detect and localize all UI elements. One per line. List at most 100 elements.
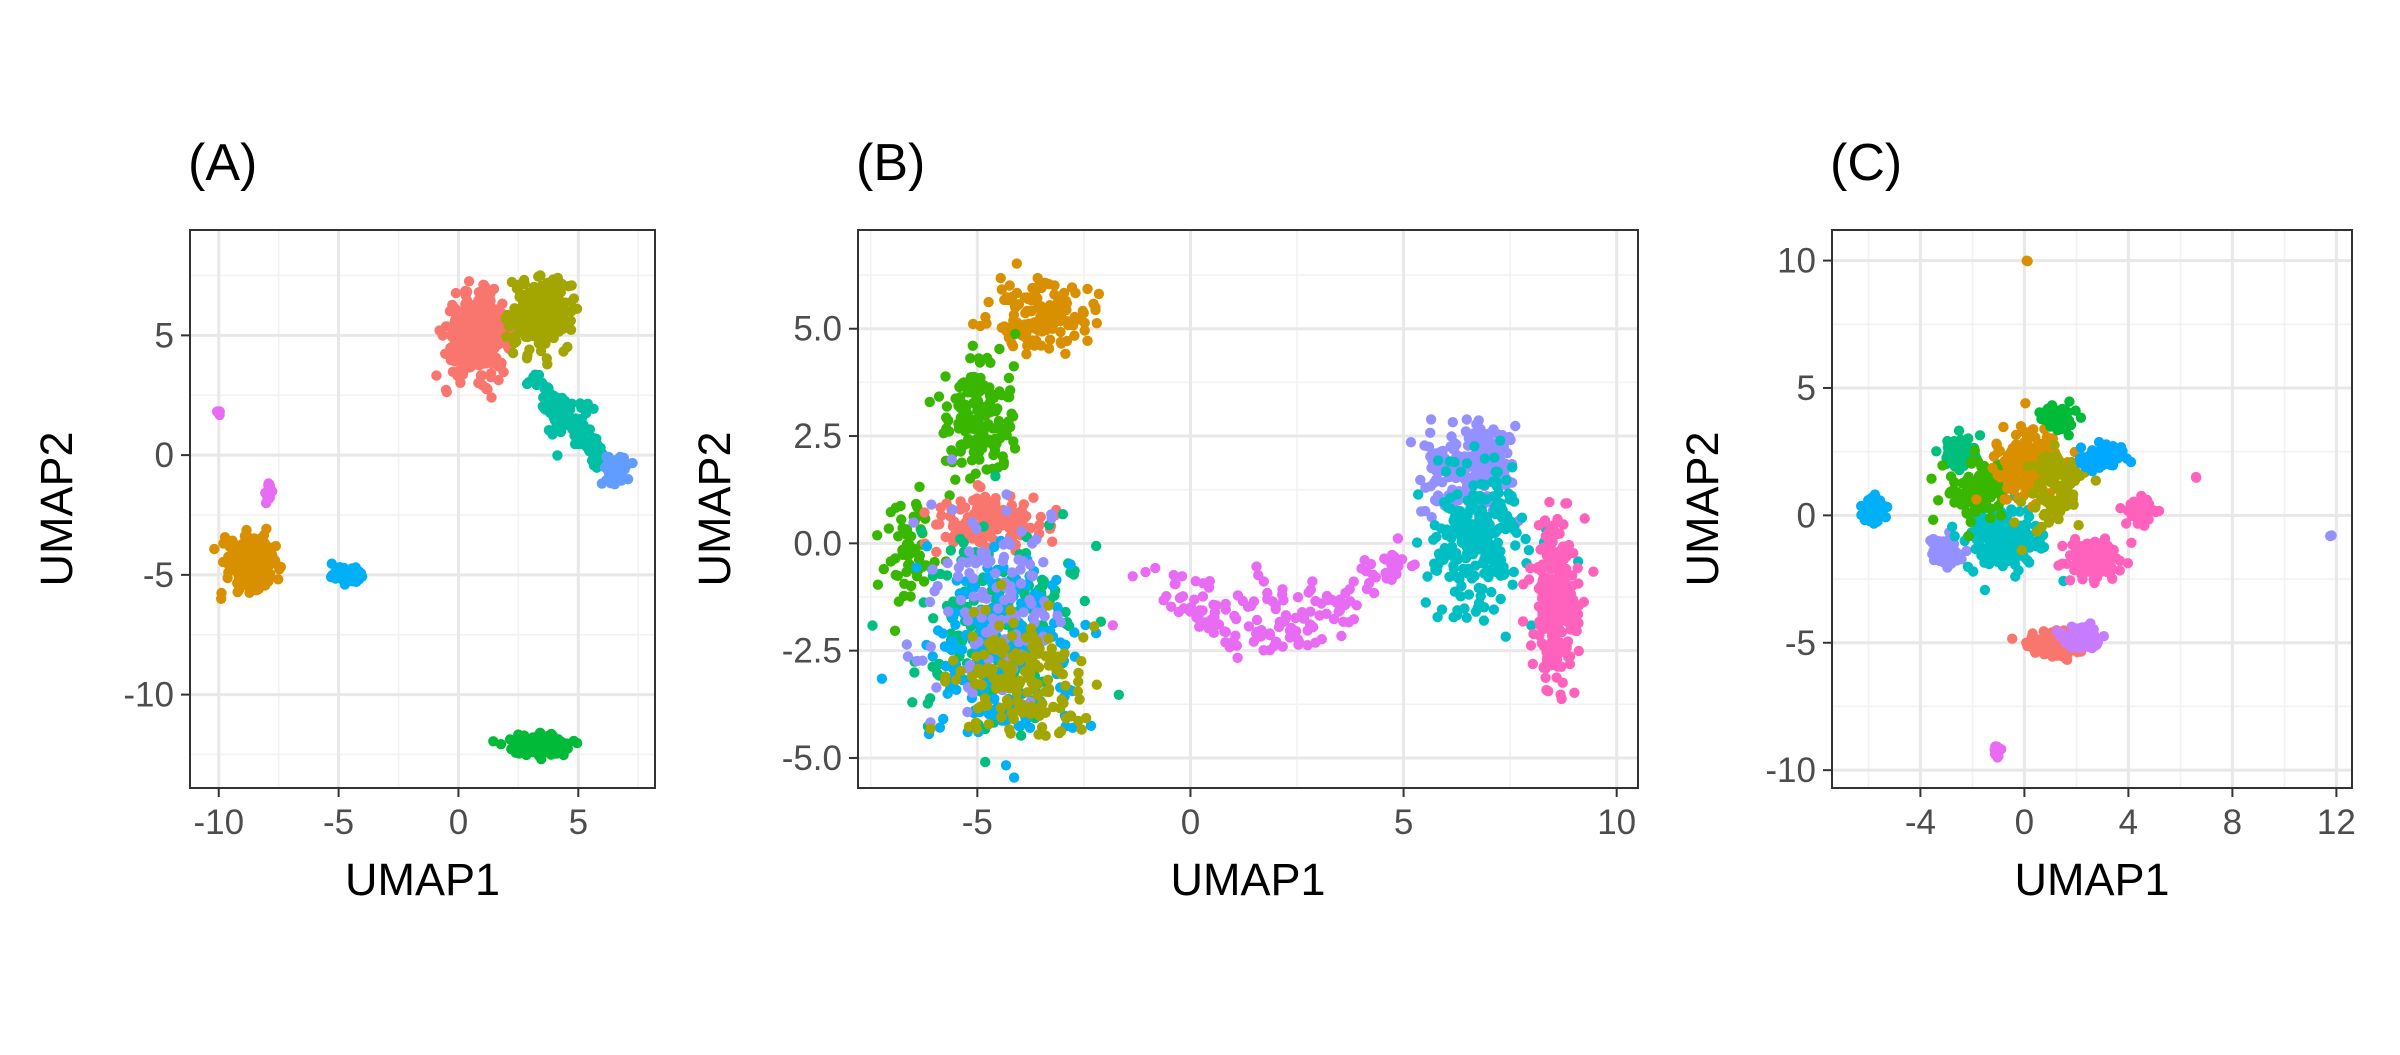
data-point	[1057, 509, 1069, 520]
x-axis: -5 0 5 10	[962, 788, 1636, 842]
data-point	[991, 683, 1002, 694]
data-point	[924, 396, 935, 408]
data-point	[1074, 694, 1085, 705]
data-point	[1964, 479, 1975, 490]
data-point	[962, 706, 973, 718]
cluster-8	[925, 579, 1103, 741]
data-point	[2007, 527, 2018, 538]
data-point	[534, 313, 545, 324]
data-point	[2088, 624, 2099, 635]
data-point	[531, 374, 543, 385]
data-point	[522, 350, 533, 361]
data-point	[2053, 560, 2064, 571]
data-point	[1113, 689, 1125, 700]
x-tick-label: 5	[1394, 803, 1413, 842]
data-point	[1546, 640, 1558, 651]
data-point	[1251, 561, 1262, 572]
data-point	[1573, 578, 1584, 589]
data-point	[1423, 441, 1435, 452]
data-point	[540, 295, 552, 307]
data-point	[2015, 421, 2027, 432]
data-point	[474, 327, 486, 339]
data-point	[1477, 507, 1488, 518]
data-point	[571, 303, 583, 314]
data-point	[1010, 328, 1021, 340]
data-point	[948, 516, 960, 527]
data-point	[524, 308, 536, 320]
data-point	[960, 403, 971, 414]
data-point	[218, 538, 229, 549]
data-point	[1000, 760, 1012, 771]
cluster-4	[596, 451, 638, 490]
data-point	[1949, 531, 1960, 542]
data-point	[1046, 513, 1057, 524]
data-point	[989, 693, 1000, 705]
data-point	[1058, 287, 1070, 299]
data-point	[1060, 680, 1071, 691]
data-point	[1523, 545, 1535, 556]
data-point	[1478, 615, 1490, 626]
data-point	[938, 713, 949, 725]
data-point	[1406, 560, 1418, 572]
data-point	[967, 340, 978, 351]
data-point	[1008, 309, 1020, 321]
data-point	[1463, 589, 1475, 600]
data-point	[1968, 566, 1979, 577]
data-point	[1517, 616, 1529, 627]
data-point	[965, 353, 976, 364]
cluster-17	[2190, 471, 2202, 483]
cluster-11	[2053, 533, 2137, 589]
data-point	[1243, 621, 1255, 632]
data-point	[1933, 495, 1944, 506]
data-point	[1001, 661, 1012, 672]
data-point	[878, 563, 889, 575]
data-point	[990, 493, 1001, 504]
data-point	[569, 438, 581, 450]
data-point	[1051, 574, 1062, 586]
data-point	[2058, 462, 2070, 474]
data-point	[981, 593, 992, 604]
data-point	[1507, 579, 1518, 590]
data-point	[521, 378, 533, 390]
data-point	[1033, 280, 1044, 292]
data-point	[1452, 505, 1464, 516]
data-point	[2021, 453, 2032, 464]
y-tick-label: 0.0	[793, 524, 842, 563]
data-point	[913, 554, 925, 565]
data-point	[1573, 645, 1585, 657]
data-point	[907, 697, 918, 708]
x-axis-title: UMAP1	[345, 854, 500, 905]
data-point	[994, 343, 1005, 355]
data-point	[1293, 636, 1305, 647]
data-point	[1008, 361, 1019, 372]
data-point	[1069, 627, 1080, 638]
cluster-3	[1925, 527, 1972, 573]
data-point	[941, 570, 953, 581]
data-point	[273, 574, 284, 585]
data-point	[944, 490, 955, 501]
data-point	[995, 272, 1006, 284]
data-point	[998, 551, 1010, 563]
data-point	[2020, 398, 2031, 409]
data-point	[1426, 462, 1437, 474]
data-point	[946, 454, 957, 465]
data-point	[1065, 559, 1076, 570]
data-point	[264, 568, 276, 580]
data-point	[1454, 574, 1465, 585]
data-point	[466, 338, 477, 350]
data-point	[1021, 632, 1032, 643]
data-point	[1557, 541, 1569, 552]
data-point	[932, 625, 944, 636]
data-point	[1461, 414, 1473, 425]
data-point	[1209, 607, 1221, 618]
data-point	[1005, 605, 1016, 616]
data-point	[1055, 726, 1067, 737]
data-point	[450, 287, 462, 299]
x-tick-label: 4	[2119, 803, 2138, 842]
data-point	[2070, 405, 2081, 416]
data-point	[253, 572, 264, 583]
data-point	[1335, 594, 1346, 605]
data-point	[2019, 437, 2030, 448]
data-point	[1060, 348, 1071, 359]
data-point	[473, 354, 484, 365]
